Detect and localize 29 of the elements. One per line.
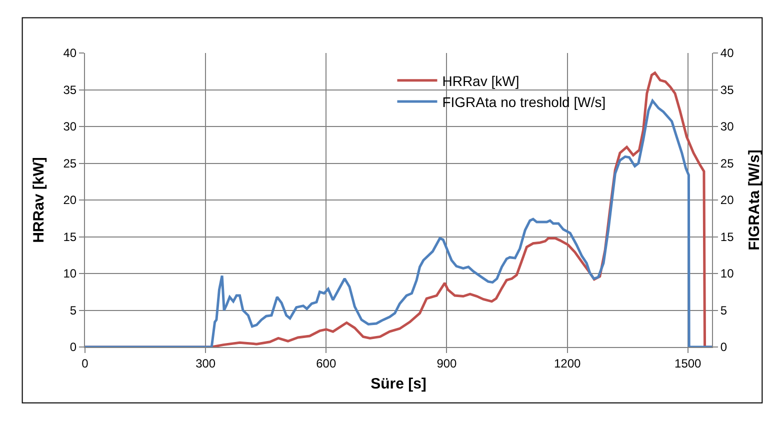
y2-tick-label: 30 bbox=[720, 120, 734, 134]
y2-axis-title: FIGRAta [W/s] bbox=[746, 150, 764, 250]
y-axis-title: HRRav [kW] bbox=[30, 157, 48, 243]
y-tick-label: 15 bbox=[63, 230, 77, 244]
x-tick-label: 600 bbox=[316, 356, 336, 370]
legend-label: FIGRAta no treshold [W/s] bbox=[442, 94, 606, 110]
y2-tick-label: 40 bbox=[720, 46, 734, 60]
x-tick-label: 0 bbox=[82, 356, 89, 370]
y2-tick-label: 0 bbox=[720, 340, 728, 354]
y-tick-label: 30 bbox=[63, 120, 77, 134]
y2-tick-label: 5 bbox=[720, 303, 728, 318]
x-tick-label: 900 bbox=[436, 356, 458, 370]
y2-tick-label: 10 bbox=[720, 266, 734, 281]
y2-tick-label: 20 bbox=[720, 193, 734, 208]
y-tick-label: 20 bbox=[63, 193, 77, 208]
y-tick-label: 5 bbox=[70, 303, 77, 318]
y-tick-label: 40 bbox=[63, 46, 77, 60]
y-tick-label: 25 bbox=[63, 156, 77, 170]
y2-tick-label: 25 bbox=[720, 156, 734, 170]
legend-label: HRRav [kW] bbox=[442, 72, 520, 89]
y2-tick-label: 35 bbox=[720, 82, 734, 97]
x-axis-title: Süre [s] bbox=[370, 375, 426, 392]
y-tick-label: 35 bbox=[63, 82, 77, 97]
y-tick-label: 0 bbox=[70, 340, 77, 354]
y-tick-label: 10 bbox=[63, 266, 77, 281]
x-tick-label: 1200 bbox=[554, 356, 581, 370]
y2-tick-label: 15 bbox=[720, 230, 734, 244]
x-tick-label: 300 bbox=[196, 356, 216, 370]
x-tick-label: 1500 bbox=[674, 356, 702, 370]
